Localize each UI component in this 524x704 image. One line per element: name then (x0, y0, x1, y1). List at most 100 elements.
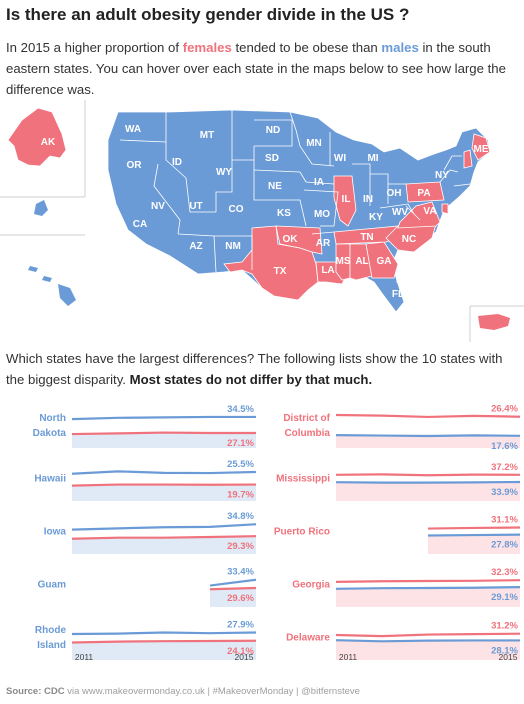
x-tick-label: 2011 (339, 652, 358, 662)
state-shape-ME[interactable] (471, 133, 491, 161)
state-shape-MS[interactable] (335, 243, 351, 281)
male-line[interactable] (335, 639, 520, 643)
x-tick-label: 2015 (235, 652, 254, 662)
value-label-end-low: 24.1% (227, 646, 254, 657)
state-shape-NH[interactable] (463, 149, 473, 169)
panel-area (210, 587, 256, 607)
female-line[interactable] (71, 639, 257, 644)
state-shape-PA[interactable] (405, 181, 445, 203)
value-label-end-low: 29.3% (227, 541, 254, 552)
female-states (223, 133, 491, 301)
intro-part-a: In 2015 a higher proportion of (6, 40, 183, 55)
male-line[interactable] (335, 480, 521, 484)
state-shape-NC[interactable] (385, 223, 437, 253)
state-label: TN (360, 232, 373, 243)
state-label: AK (41, 137, 56, 148)
female-line[interactable] (209, 586, 257, 591)
state-label: NE (268, 181, 282, 192)
female-line[interactable] (427, 526, 521, 530)
state-shape-IL[interactable] (333, 175, 357, 227)
state-name-label: Rhode (35, 625, 67, 636)
females-highlight: females (182, 40, 232, 55)
state-shape-OK[interactable] (275, 225, 323, 255)
state-label: WV (392, 207, 408, 218)
value-label-end-low: 29.6% (227, 593, 254, 604)
value-label-end-high: 31.2% (491, 621, 518, 632)
state-label: MN (306, 138, 322, 149)
intro-text: In 2015 a higher proportion of females t… (6, 37, 518, 100)
state-shape-AK[interactable] (7, 107, 77, 177)
panel-area (72, 484, 256, 501)
value-label-end-low: 29.1% (491, 592, 518, 603)
x-axis: 2011 2015 2011 2015 (75, 652, 518, 662)
state-label: MO (314, 209, 330, 220)
male-line[interactable] (335, 434, 521, 438)
state-labels: AK WA MT ND MN OR ID SD WI MI WY IA NE N… (41, 124, 489, 300)
value-label-end-low: 27.1% (227, 438, 254, 449)
page-title: Is there an adult obesity gender divide … (6, 5, 410, 24)
state-name-label: District of (283, 413, 330, 424)
female-line[interactable] (335, 413, 521, 419)
state-label: CO (229, 204, 244, 215)
value-label-end-high: 31.1% (491, 514, 518, 525)
state-label: OK (283, 234, 299, 245)
male-line[interactable] (71, 470, 257, 475)
male-line[interactable] (71, 523, 257, 531)
state-label: SD (265, 153, 279, 164)
panel-area (336, 640, 520, 660)
state-label: MI (367, 153, 378, 164)
female-line[interactable] (335, 632, 521, 638)
state-name-label: Iowa (44, 527, 67, 538)
state-label: NC (402, 234, 416, 245)
footer-credits: via www.makeovermonday.co.uk | #Makeover… (64, 686, 360, 697)
state-name-label: North (39, 413, 66, 424)
female-line[interactable] (71, 483, 257, 487)
male-line[interactable] (71, 631, 257, 636)
intro-part-c: in the south eastern states. You can hov… (6, 40, 506, 97)
state-label: ID (172, 157, 182, 168)
male-line[interactable] (209, 578, 257, 587)
state-shape-PR[interactable] (478, 314, 510, 330)
state-name-label: Puerto Rico (274, 527, 330, 538)
source-label: Source: (6, 686, 42, 697)
lists-text-part-a: Which states have the largest difference… (6, 351, 503, 387)
state-label: AZ (189, 241, 202, 252)
state-name-label: Columbia (284, 428, 330, 439)
male-line[interactable] (427, 533, 521, 537)
state-name-label: Mississippi (276, 474, 330, 485)
panel-area (72, 536, 256, 554)
female-line[interactable] (71, 535, 257, 540)
us-state-map: AK WA MT ND MN OR ID SD WI MI WY IA NE N… (0, 100, 524, 342)
state-shape-HI[interactable] (28, 200, 76, 306)
panel-area (428, 534, 520, 554)
female-line[interactable] (335, 579, 521, 583)
state-shape-AL[interactable] (349, 243, 373, 281)
male-line[interactable] (335, 586, 521, 590)
state-label: GA (377, 256, 392, 267)
small-multiples: 34.5% 27.1% North Dakota 25.5% 19.7% Hawaii 34.… (33, 404, 521, 662)
state-label: WA (125, 124, 141, 135)
value-label-end-low: 19.7% (227, 490, 254, 501)
state-label: ND (266, 125, 280, 136)
value-label-end-high: 34.5% (227, 404, 254, 415)
panel-area (336, 481, 520, 501)
female-line[interactable] (71, 431, 256, 436)
male-line[interactable] (71, 415, 256, 421)
state-label: AR (316, 238, 331, 249)
state-label: LA (321, 265, 334, 276)
state-label: CA (133, 219, 147, 230)
female-line[interactable] (335, 473, 521, 477)
state-name-label: Delaware (286, 633, 330, 644)
males-highlight: males (381, 40, 419, 55)
state-label: UT (189, 201, 202, 212)
state-label: WY (216, 167, 232, 178)
state-label: PA (417, 188, 430, 199)
source-name: CDC (44, 686, 65, 697)
state-borders (119, 110, 471, 283)
value-label-end-high: 27.9% (227, 620, 254, 631)
state-shape-VA[interactable] (397, 201, 441, 229)
state-label: OH (387, 188, 402, 199)
female-higher-column: 26.4% 17.6% District of Columbia 37.2% 33.9% M… (274, 404, 521, 660)
value-label-end-low: 33.9% (491, 487, 518, 498)
state-shape-DE[interactable] (441, 203, 449, 215)
